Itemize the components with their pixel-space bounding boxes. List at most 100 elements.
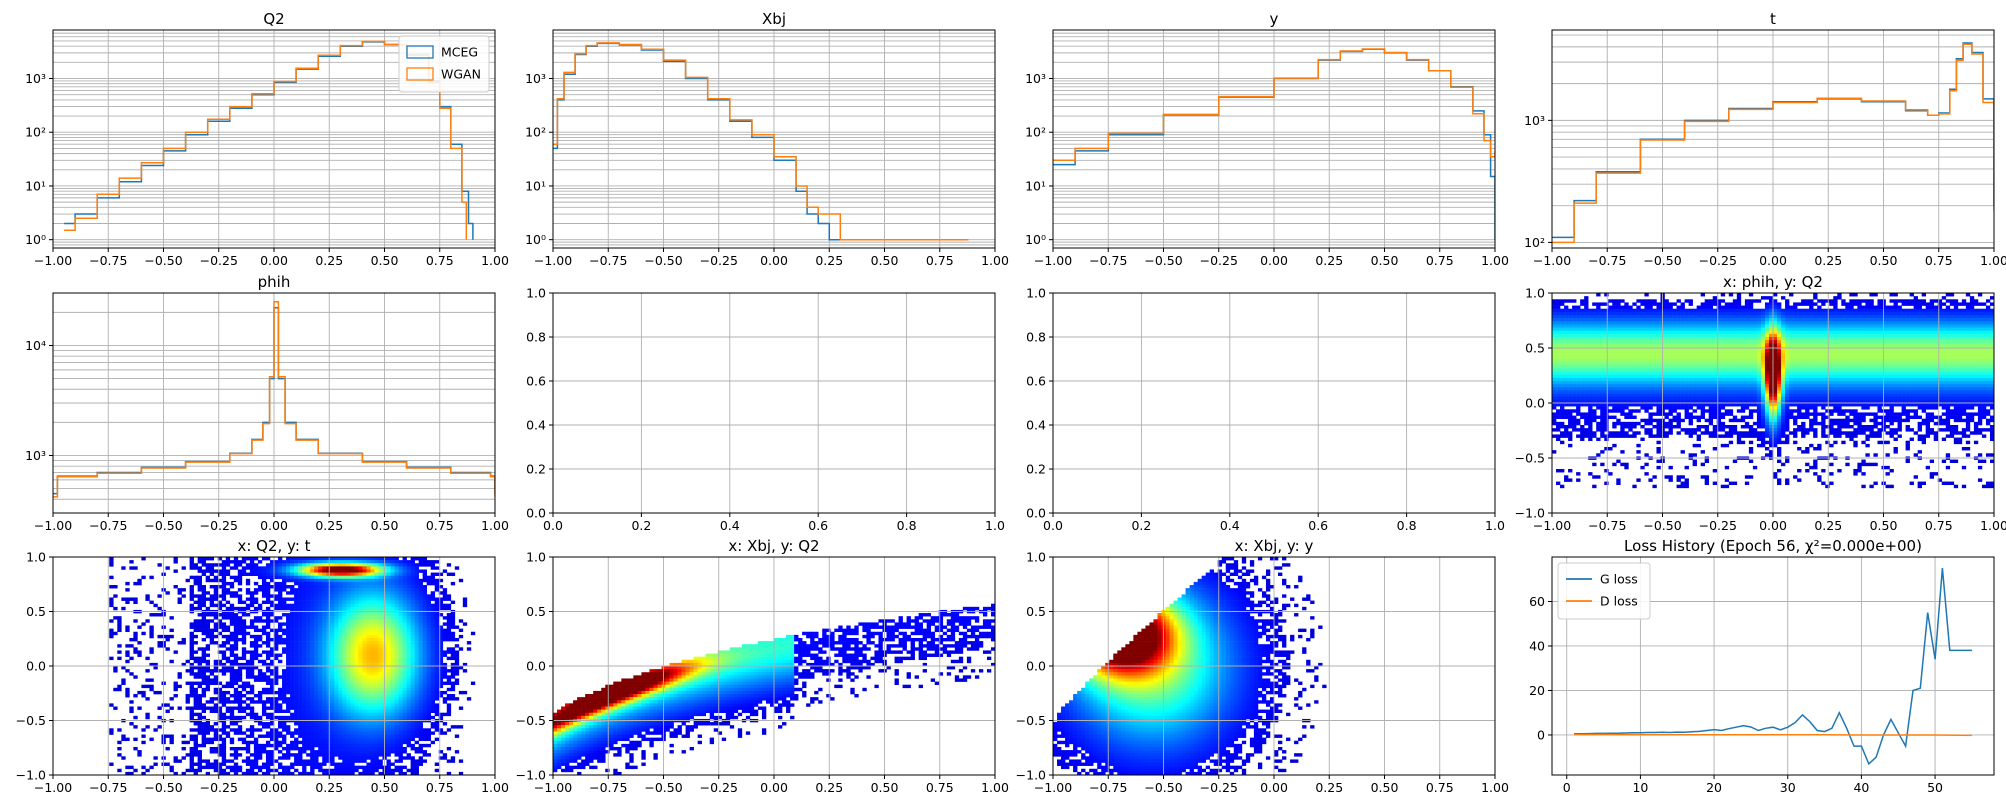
heatmap-cell <box>1801 384 1806 388</box>
heatmap-cell <box>1608 384 1613 388</box>
heatmap-cell <box>1821 321 1826 325</box>
heatmap-cell <box>1921 340 1926 344</box>
heatmap-cell <box>1841 340 1846 344</box>
heatmap-cell <box>1556 412 1561 416</box>
heatmap-cell <box>1809 403 1814 407</box>
heatmap-cell <box>1957 384 1963 388</box>
heatmap-cell <box>1949 349 1955 354</box>
heatmap-cell <box>1576 318 1581 322</box>
heatmap-cell <box>1564 381 1569 385</box>
heatmap-cell <box>1768 302 1774 306</box>
heatmap-cell <box>1680 381 1685 385</box>
heatmap-cell <box>1720 305 1726 310</box>
heatmap-cell <box>1801 428 1806 432</box>
heatmap-cell <box>1941 340 1947 344</box>
heatmap-cell <box>1600 403 1605 407</box>
heatmap-cell <box>1937 368 1943 372</box>
heatmap-cell <box>1744 406 1750 410</box>
heatmap-cell <box>1869 403 1874 407</box>
heatmap-cell <box>1712 352 1718 357</box>
heatmap-cell <box>1877 333 1882 338</box>
heatmap-cell <box>1873 359 1878 363</box>
heatmap-cell <box>1604 318 1609 322</box>
heatmap-cell <box>1644 406 1649 410</box>
heatmap-cell <box>1576 349 1581 354</box>
heatmap-cell <box>1797 315 1802 319</box>
heatmap-cell <box>1869 390 1874 394</box>
heatmap-cell <box>1777 324 1782 328</box>
heatmap-cell <box>1817 399 1822 404</box>
heatmap-cell <box>1636 443 1641 448</box>
heatmap-cell <box>1777 343 1782 347</box>
heatmap-cell <box>1773 305 1778 310</box>
heatmap-cell <box>1720 428 1726 432</box>
heatmap-cell <box>1889 377 1894 382</box>
heatmap-cell <box>1608 337 1613 341</box>
heatmap-cell <box>1953 299 1959 303</box>
heatmap-cell <box>1680 418 1685 423</box>
heatmap-cell <box>1600 362 1605 366</box>
heatmap-cell <box>1640 352 1645 357</box>
heatmap-cell <box>1680 330 1685 335</box>
heatmap-cell <box>1917 362 1922 366</box>
heatmap-cell <box>1821 333 1826 338</box>
heatmap-cell <box>1933 365 1939 369</box>
heatmap-cell <box>1604 362 1609 366</box>
heatmap-cell <box>1949 352 1955 357</box>
heatmap-cell <box>1793 374 1798 379</box>
heatmap-cell <box>1849 365 1854 369</box>
heatmap-cell <box>1692 324 1697 328</box>
heatmap-cell <box>1857 368 1862 372</box>
heatmap-cell <box>1825 315 1830 319</box>
heatmap-cell <box>1592 434 1597 438</box>
heatmap-cell <box>1917 406 1922 410</box>
heatmap-cell <box>1556 343 1561 347</box>
heatmap-cell <box>1933 305 1939 310</box>
x-tick-label: 0.00 <box>260 253 288 268</box>
heatmap-cell <box>1680 374 1685 379</box>
heatmap-cell <box>1624 403 1629 407</box>
heatmap-cell <box>1700 368 1705 372</box>
heatmap-cell <box>1921 418 1926 423</box>
heatmap-cell <box>1724 393 1730 398</box>
heatmap-cell <box>1600 337 1605 341</box>
heatmap-cell <box>1744 308 1750 313</box>
heatmap-cell <box>1853 472 1858 476</box>
heatmap-cell <box>1600 330 1605 335</box>
series-line-wgan <box>1053 48 1495 162</box>
heatmap-cell <box>1560 371 1565 376</box>
heatmap-cell <box>1764 343 1770 347</box>
heatmap-cell <box>1620 406 1625 410</box>
heatmap-cell <box>1720 359 1726 363</box>
heatmap-cell <box>1917 365 1922 369</box>
heatmap-cell <box>1752 349 1758 354</box>
heatmap-cell <box>1869 484 1874 489</box>
heatmap-cell <box>1829 399 1834 404</box>
heatmap-cell <box>1692 330 1697 335</box>
heatmap-cell <box>1672 377 1677 382</box>
heatmap-cell <box>1700 355 1705 360</box>
heatmap-cell <box>1556 399 1561 404</box>
heatmap-cell <box>1837 403 1842 407</box>
heatmap-cell <box>1801 321 1806 325</box>
heatmap-cell <box>1620 308 1625 313</box>
heatmap-cell <box>1568 362 1573 366</box>
heatmap-cell <box>1885 484 1890 489</box>
heatmap-cell <box>1837 399 1842 404</box>
heatmap-cell <box>1897 299 1902 303</box>
heatmap-cell <box>1821 352 1826 357</box>
heatmap-cell <box>1973 359 1979 363</box>
heatmap-cell <box>1596 428 1601 432</box>
heatmap-cell <box>1752 403 1758 407</box>
heatmap-cell <box>1564 315 1569 319</box>
x-tick-label: 0.6 <box>808 518 828 533</box>
heatmap-cell <box>1789 333 1794 338</box>
heatmap-cell <box>1965 390 1971 394</box>
heatmap-cell <box>1937 327 1943 332</box>
heatmap-cell <box>1777 368 1782 372</box>
heatmap-cell <box>1893 418 1898 423</box>
heatmap-cell <box>1648 305 1653 310</box>
heatmap-cell <box>1576 387 1581 391</box>
heatmap-cell <box>1604 409 1609 413</box>
heatmap-cell <box>1793 337 1798 341</box>
